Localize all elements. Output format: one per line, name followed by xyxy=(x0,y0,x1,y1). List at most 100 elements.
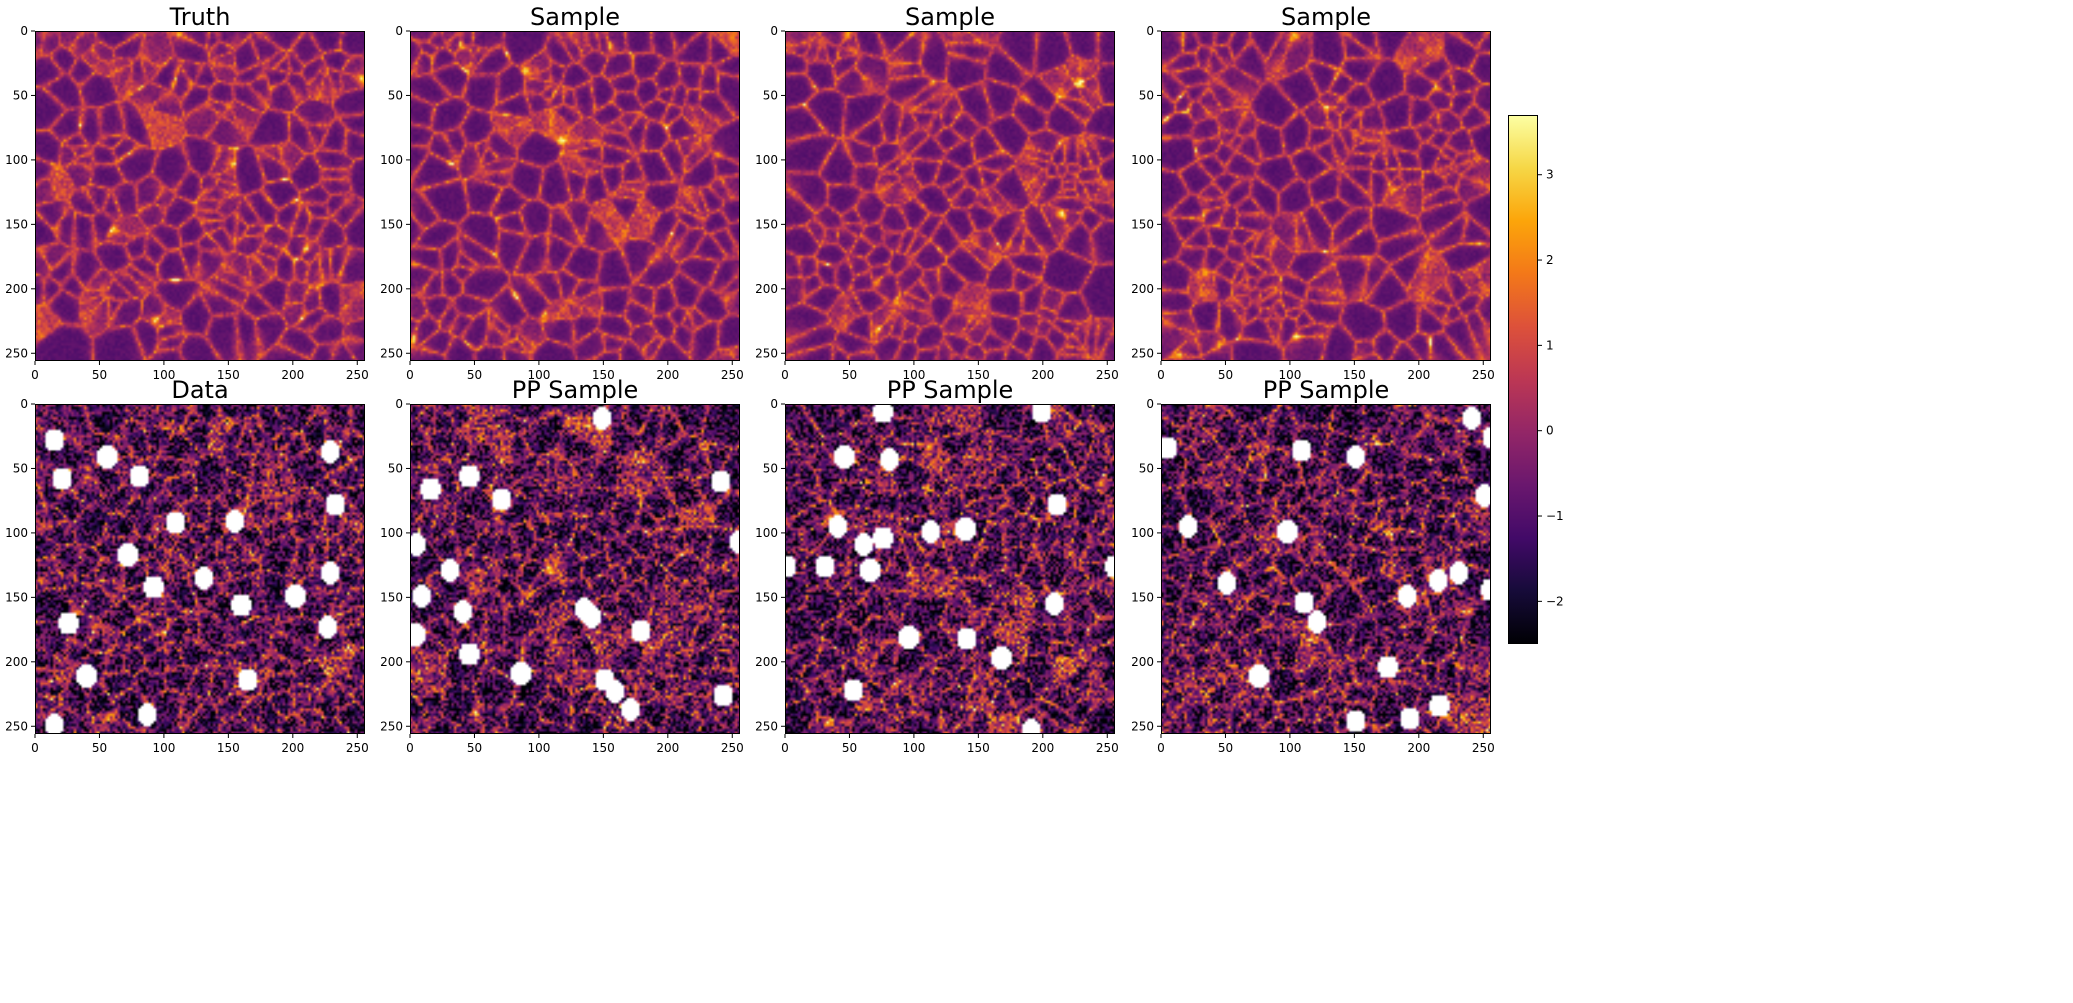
y-tick-label: 100 xyxy=(755,153,778,167)
y-tick-label: 250 xyxy=(380,719,403,733)
x-tick-label: 0 xyxy=(31,741,39,755)
x-tick-label: 50 xyxy=(842,741,857,755)
x-tick-label: 50 xyxy=(467,368,482,382)
y-tick-label: 0 xyxy=(770,397,778,411)
x-tick-label: 150 xyxy=(1343,741,1366,755)
colorbar-tick-label: 3 xyxy=(1546,168,1554,182)
y-tick-label: 100 xyxy=(380,526,403,540)
y-tick-label: 50 xyxy=(1139,461,1154,475)
y-tick-label: 200 xyxy=(5,282,28,296)
x-tick-label: 200 xyxy=(1407,368,1430,382)
x-tick-label: 100 xyxy=(152,741,175,755)
x-tick-label: 0 xyxy=(1157,368,1165,382)
colorbar-frame xyxy=(1508,115,1538,644)
y-tick-label: 250 xyxy=(380,346,403,360)
y-tick-label: 100 xyxy=(1131,526,1154,540)
heatmap-image xyxy=(785,404,1115,734)
y-tick-label: 150 xyxy=(755,217,778,231)
x-tick-label: 0 xyxy=(31,368,39,382)
x-tick-label: 250 xyxy=(346,368,369,382)
panel-title: Sample xyxy=(905,3,995,31)
x-tick-label: 150 xyxy=(967,741,990,755)
y-tick-label: 0 xyxy=(770,24,778,38)
axes-frame xyxy=(410,404,740,734)
y-tick-label: 100 xyxy=(380,153,403,167)
heatmap-image xyxy=(410,404,740,734)
y-tick-label: 50 xyxy=(13,88,28,102)
panel-title: PP Sample xyxy=(887,376,1014,404)
heatmap-image xyxy=(410,31,740,361)
x-tick-label: 200 xyxy=(656,741,679,755)
x-tick-label: 200 xyxy=(656,368,679,382)
x-tick-label: 250 xyxy=(721,368,744,382)
y-tick-label: 0 xyxy=(20,24,28,38)
x-tick-label: 100 xyxy=(527,368,550,382)
x-tick-label: 50 xyxy=(467,741,482,755)
y-tick-label: 50 xyxy=(763,88,778,102)
panel-title: Data xyxy=(171,376,228,404)
y-tick-label: 0 xyxy=(1146,397,1154,411)
x-tick-label: 0 xyxy=(781,741,789,755)
y-tick-label: 50 xyxy=(388,461,403,475)
y-tick-label: 50 xyxy=(763,461,778,475)
x-tick-label: 150 xyxy=(217,741,240,755)
y-tick-label: 0 xyxy=(1146,24,1154,38)
y-tick-label: 150 xyxy=(1131,217,1154,231)
heatmap-image xyxy=(35,31,365,361)
x-tick-label: 200 xyxy=(1031,368,1054,382)
y-tick-label: 100 xyxy=(5,153,28,167)
x-tick-label: 50 xyxy=(1218,741,1233,755)
y-tick-label: 250 xyxy=(1131,719,1154,733)
y-tick-label: 200 xyxy=(380,282,403,296)
y-tick-label: 100 xyxy=(755,526,778,540)
heatmap-image xyxy=(785,31,1115,361)
axes-frame xyxy=(1161,31,1491,361)
y-tick-label: 100 xyxy=(5,526,28,540)
y-tick-label: 200 xyxy=(755,282,778,296)
x-tick-label: 150 xyxy=(217,368,240,382)
axes-frame xyxy=(410,31,740,361)
x-tick-label: 0 xyxy=(781,368,789,382)
y-tick-label: 150 xyxy=(5,590,28,604)
y-tick-label: 0 xyxy=(395,24,403,38)
x-tick-label: 250 xyxy=(721,741,744,755)
colorbar-tick-label: 0 xyxy=(1546,424,1554,438)
x-tick-label: 50 xyxy=(842,368,857,382)
y-tick-label: 150 xyxy=(755,590,778,604)
x-tick-label: 150 xyxy=(967,368,990,382)
colorbar-tick-label: −1 xyxy=(1546,509,1564,523)
axes-frame xyxy=(1161,404,1491,734)
x-tick-label: 150 xyxy=(592,368,615,382)
axes-frame xyxy=(35,404,365,734)
y-tick-label: 200 xyxy=(755,655,778,669)
heatmap-image xyxy=(35,404,365,734)
x-tick-label: 100 xyxy=(527,741,550,755)
x-tick-label: 0 xyxy=(406,741,414,755)
y-tick-label: 250 xyxy=(5,346,28,360)
y-tick-label: 100 xyxy=(1131,153,1154,167)
x-tick-label: 50 xyxy=(92,368,107,382)
axes-frame xyxy=(785,31,1115,361)
heatmap-image xyxy=(1161,404,1491,734)
y-tick-label: 250 xyxy=(1131,346,1154,360)
x-tick-label: 0 xyxy=(406,368,414,382)
x-tick-label: 200 xyxy=(281,368,304,382)
x-tick-label: 250 xyxy=(1096,368,1119,382)
y-tick-label: 250 xyxy=(755,346,778,360)
y-tick-label: 150 xyxy=(380,590,403,604)
y-tick-label: 200 xyxy=(1131,282,1154,296)
x-tick-label: 150 xyxy=(592,741,615,755)
colorbar-tick-label: −2 xyxy=(1546,594,1564,608)
y-tick-label: 250 xyxy=(755,719,778,733)
y-tick-label: 50 xyxy=(1139,88,1154,102)
x-tick-label: 250 xyxy=(1472,741,1495,755)
panel-title: PP Sample xyxy=(1263,376,1390,404)
axes-frame xyxy=(35,31,365,361)
